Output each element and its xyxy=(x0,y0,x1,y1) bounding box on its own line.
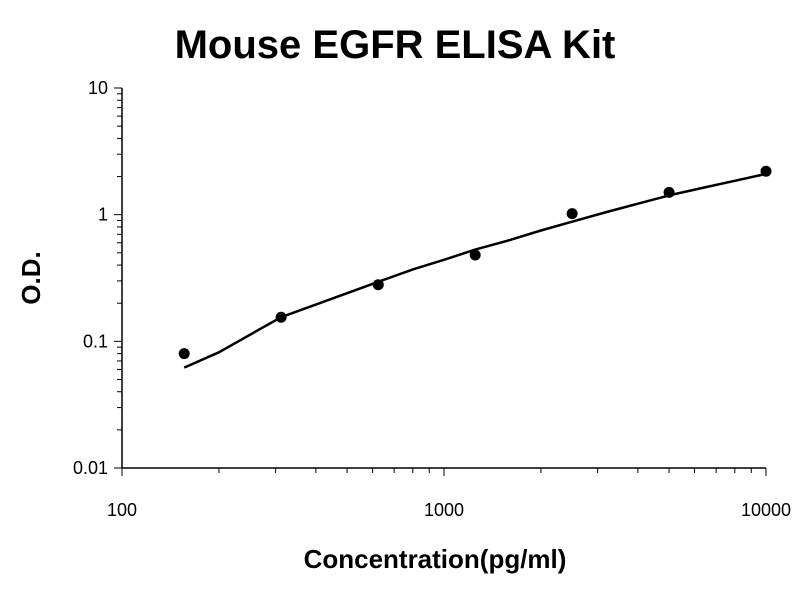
x-tick-label: 1000 xyxy=(424,500,464,520)
data-point xyxy=(566,208,578,220)
series-layer xyxy=(178,165,772,369)
tick-labels: 0.01 0.1 1 10 100 1000 10000 xyxy=(73,78,791,520)
y-tick-label: 0.01 xyxy=(73,458,108,478)
y-tick-label: 1 xyxy=(98,205,108,225)
data-point xyxy=(178,348,190,360)
axes xyxy=(121,88,766,469)
ticks xyxy=(114,87,767,476)
x-axis-label: Concentration(pg/ml) xyxy=(304,544,567,574)
y-tick-label: 10 xyxy=(88,78,108,98)
x-tick-label: 100 xyxy=(107,500,137,520)
x-tick-label: 10000 xyxy=(741,500,791,520)
data-point xyxy=(469,249,481,261)
y-tick-label: 0.1 xyxy=(83,331,108,351)
chart-title: Mouse EGFR ELISA Kit xyxy=(175,23,616,67)
y-axis-label: O.D. xyxy=(16,251,46,304)
fit-curve-line xyxy=(183,172,767,369)
